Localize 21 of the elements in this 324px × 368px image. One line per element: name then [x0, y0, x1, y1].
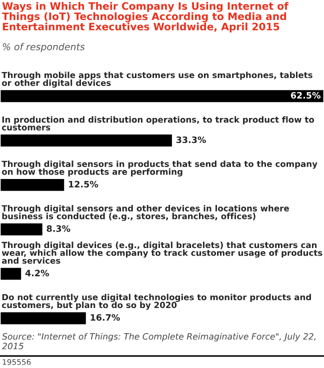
y-tick-label: Through mobile apps that customers use on smartphones, tablets or other digital devices: [2, 72, 312, 88]
data-label: 12.5%: [69, 180, 98, 188]
y-tick-label: Through digital sensors in products that send data to the company on how those products are performing: [2, 160, 318, 177]
data-label: 16.7%: [90, 314, 120, 321]
bar: [0, 178, 66, 192]
y-tick-label: In production and distribution operations, to track product flow to customers: [2, 116, 314, 130]
data-label: 33.3%: [176, 136, 206, 144]
y-tick-label: Through digital sensors and other devices in locations where business is conducted (e.g., stores, branches, offices): [2, 204, 289, 221]
bar: [0, 266, 22, 282]
y-tick-label: Through digital devices (e.g., digital bracelets) that customers can wear, which allow the company to track customer usage of products and services: [2, 242, 322, 264]
bar: [0, 222, 44, 237]
chart-subtitle: % of respondents: [2, 43, 85, 52]
bar: [0, 88, 324, 104]
source-note: Source: "Internet of Things: The Complete Reimaginative Force", July 22, 2015: [2, 333, 316, 350]
y-tick-label: Do not currently use digital technologies to monitor products and customers, but plan to do so by 2020: [2, 294, 311, 310]
data-label: 4.2%: [25, 270, 49, 276]
chart-title: Ways in Which Their Company Is Using Internet of Things (IoT) Technologies According to Media and Entertainment Executives Worldwide, April 2015: [2, 2, 289, 32]
bar: [0, 133, 174, 148]
bar: [0, 310, 88, 326]
data-label: 62.5%: [290, 92, 320, 99]
data-label: 8.3%: [46, 225, 70, 232]
